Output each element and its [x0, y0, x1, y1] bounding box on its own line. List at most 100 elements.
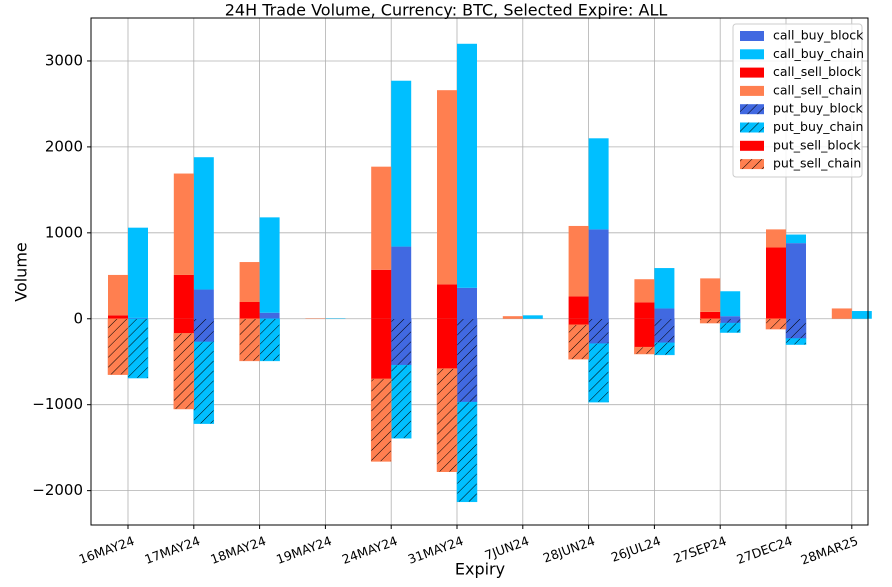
bar — [173, 318, 194, 334]
bar — [173, 173, 194, 275]
bar — [588, 138, 609, 230]
x-tick-label: 28JUN24 — [541, 533, 597, 566]
bar — [437, 284, 457, 319]
bar — [654, 318, 675, 344]
legend-swatch — [740, 85, 764, 96]
legend-label: call_buy_block — [773, 28, 864, 43]
bar — [391, 80, 412, 247]
bar — [128, 317, 148, 319]
y-tick-label: −2000 — [32, 481, 83, 499]
bar — [785, 318, 807, 339]
bar — [785, 338, 807, 345]
legend-label: put_sell_chain — [773, 156, 861, 171]
y-tick-label: −1000 — [32, 395, 83, 413]
y-tick-label: 3000 — [45, 51, 83, 69]
bar — [522, 315, 543, 319]
bar — [128, 227, 148, 318]
bar — [390, 318, 412, 366]
x-tick-label: 18MAY24 — [208, 533, 268, 567]
bar — [831, 308, 852, 319]
bar — [654, 308, 675, 319]
bar — [786, 243, 806, 319]
legend-swatch — [740, 122, 764, 133]
bar — [193, 318, 215, 343]
bar — [173, 333, 195, 410]
chart-title: 24H Trade Volume, Currency: BTC, Selecte… — [225, 1, 668, 20]
legend-swatch — [740, 159, 764, 170]
bar — [391, 246, 412, 319]
plot-frame — [90, 17, 869, 526]
bar — [390, 364, 412, 439]
bar — [259, 312, 280, 319]
bar — [371, 269, 392, 319]
bar — [720, 291, 741, 317]
bar — [720, 316, 741, 319]
bar — [437, 318, 457, 369]
legend-label: put_buy_chain — [773, 119, 863, 134]
x-tick-label: 26JUL24 — [609, 533, 663, 565]
bar — [371, 166, 392, 270]
bar — [654, 268, 675, 309]
bar — [719, 322, 741, 333]
bar — [502, 316, 523, 319]
bar — [634, 302, 655, 319]
bar — [371, 318, 392, 379]
bar — [634, 279, 655, 303]
bar — [588, 229, 609, 319]
x-axis-label: Expiry — [455, 560, 505, 579]
bar — [108, 274, 128, 316]
x-tick-label: 27SEP24 — [671, 533, 728, 566]
bar — [786, 234, 806, 244]
bar — [568, 324, 589, 360]
bar — [568, 318, 589, 325]
legend-label: call_sell_block — [773, 64, 862, 79]
bar — [766, 247, 786, 319]
bar — [239, 318, 260, 362]
y-axis-label: Volume — [12, 242, 31, 302]
bar — [719, 318, 741, 324]
bar — [456, 318, 478, 403]
x-tick-label: 27DEC24 — [735, 533, 795, 567]
legend-box — [732, 23, 863, 178]
bar — [193, 157, 214, 290]
bar — [108, 315, 128, 319]
bar — [239, 262, 260, 303]
bar — [239, 302, 260, 319]
bar — [851, 311, 872, 319]
bar — [107, 318, 129, 375]
x-tick-label: 19MAY24 — [274, 533, 334, 567]
bar — [568, 296, 589, 319]
bar — [193, 341, 215, 424]
x-tick-label: 16MAY24 — [77, 533, 137, 567]
bar — [259, 318, 280, 362]
legend-label: call_sell_chain — [773, 82, 862, 97]
legend-swatch — [740, 140, 764, 151]
bar — [173, 274, 194, 319]
bar — [457, 43, 477, 288]
x-tick-label: 7JUN24 — [483, 533, 531, 563]
legend-label: call_buy_chain — [773, 46, 864, 61]
legend-swatch — [740, 67, 764, 78]
bar — [127, 318, 149, 379]
bar — [457, 287, 477, 319]
legend-swatch — [740, 49, 764, 60]
bar — [436, 368, 458, 472]
bar — [700, 278, 721, 312]
bar — [259, 217, 280, 313]
bar — [568, 225, 589, 297]
legend-label: put_buy_block — [773, 101, 863, 116]
x-tick-label: 24MAY24 — [340, 533, 400, 567]
legend-label: put_sell_block — [773, 137, 861, 152]
bar — [700, 311, 721, 319]
bar — [370, 378, 392, 462]
x-tick-label: 17MAY24 — [143, 533, 203, 567]
bar — [437, 90, 457, 285]
legend-swatch — [740, 31, 764, 41]
y-tick-label: 1000 — [45, 223, 83, 241]
bar — [654, 342, 675, 356]
bar — [634, 318, 655, 348]
bar — [588, 343, 609, 403]
bar — [193, 289, 214, 319]
bar — [588, 318, 609, 344]
